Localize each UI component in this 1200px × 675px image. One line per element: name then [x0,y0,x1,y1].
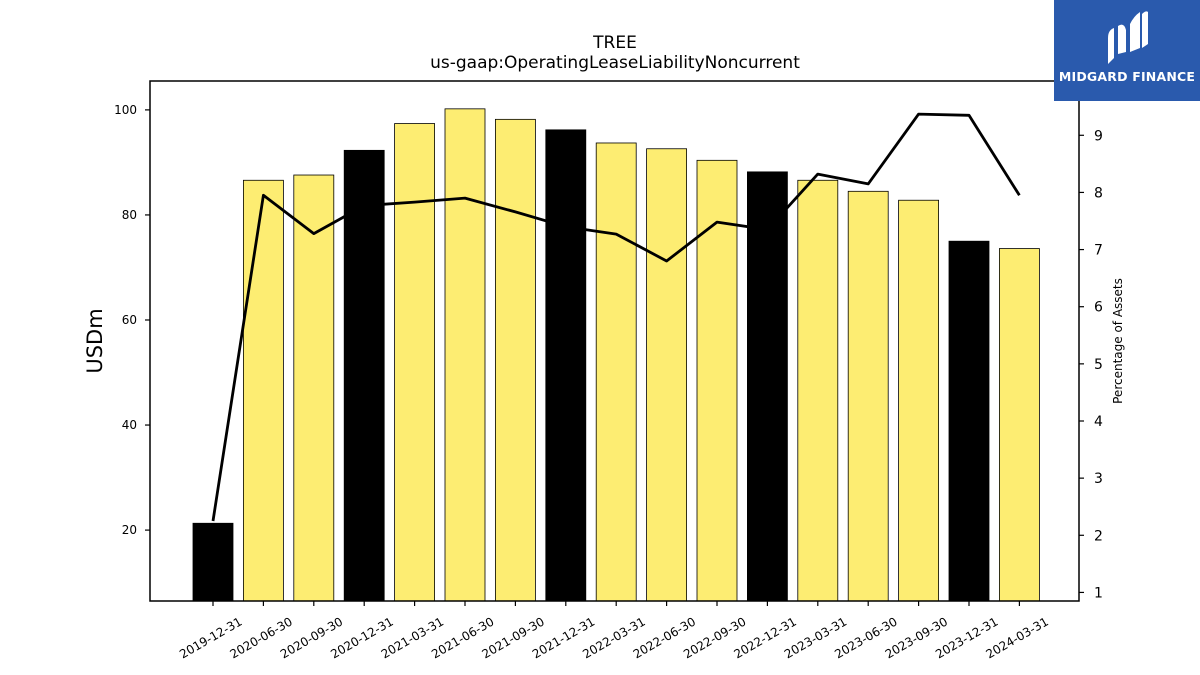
y2-tick-label: 7 [1094,243,1103,259]
plot-area: 204060801001234567892019-12-312020-06-30… [114,103,1103,662]
y2-tick-label: 2 [1094,528,1103,544]
bar [242,179,284,602]
plot-frame [149,80,1080,602]
y2-tick-label: 5 [1094,357,1103,373]
bar [192,522,234,602]
bar [948,240,990,602]
bar [494,118,536,602]
y2-tick-label: 4 [1094,414,1103,430]
chart-subtitle: us-gaap:OperatingLeaseLiabilityNoncurren… [430,53,800,73]
y2-tick-label: 1 [1094,585,1103,601]
bar [797,179,839,602]
bar [646,148,687,602]
y2-tick-label: 8 [1094,185,1103,201]
bar [293,174,335,602]
y-tick-label: 20 [122,523,137,537]
logo-text: MIDGARD FINANCE [1058,69,1196,84]
bar [999,248,1040,602]
y2-tick-label: 3 [1094,471,1103,487]
y-tick-label: 40 [122,418,137,432]
y-axis-label: USDm [83,308,107,373]
bar [394,123,436,602]
midgard-finance-logo: MIDGARD FINANCE [1054,0,1200,101]
y-tick-label: 100 [114,103,137,117]
series-line [211,112,1021,522]
y2-axis-label: Percentage of Assets [1111,278,1125,404]
y-tick-label: 60 [122,313,137,327]
bar [595,142,637,602]
midgard-logo-icon [1108,11,1148,64]
chart-title: TREE [592,33,637,53]
bar [898,199,939,602]
y-tick-label: 80 [122,208,137,222]
bar [696,159,738,602]
bar [847,190,889,602]
bar [747,171,788,602]
bar [545,129,587,602]
bar [343,149,385,602]
bar [444,108,486,602]
y2-tick-label: 9 [1094,128,1103,144]
y2-tick-label: 6 [1094,300,1103,316]
